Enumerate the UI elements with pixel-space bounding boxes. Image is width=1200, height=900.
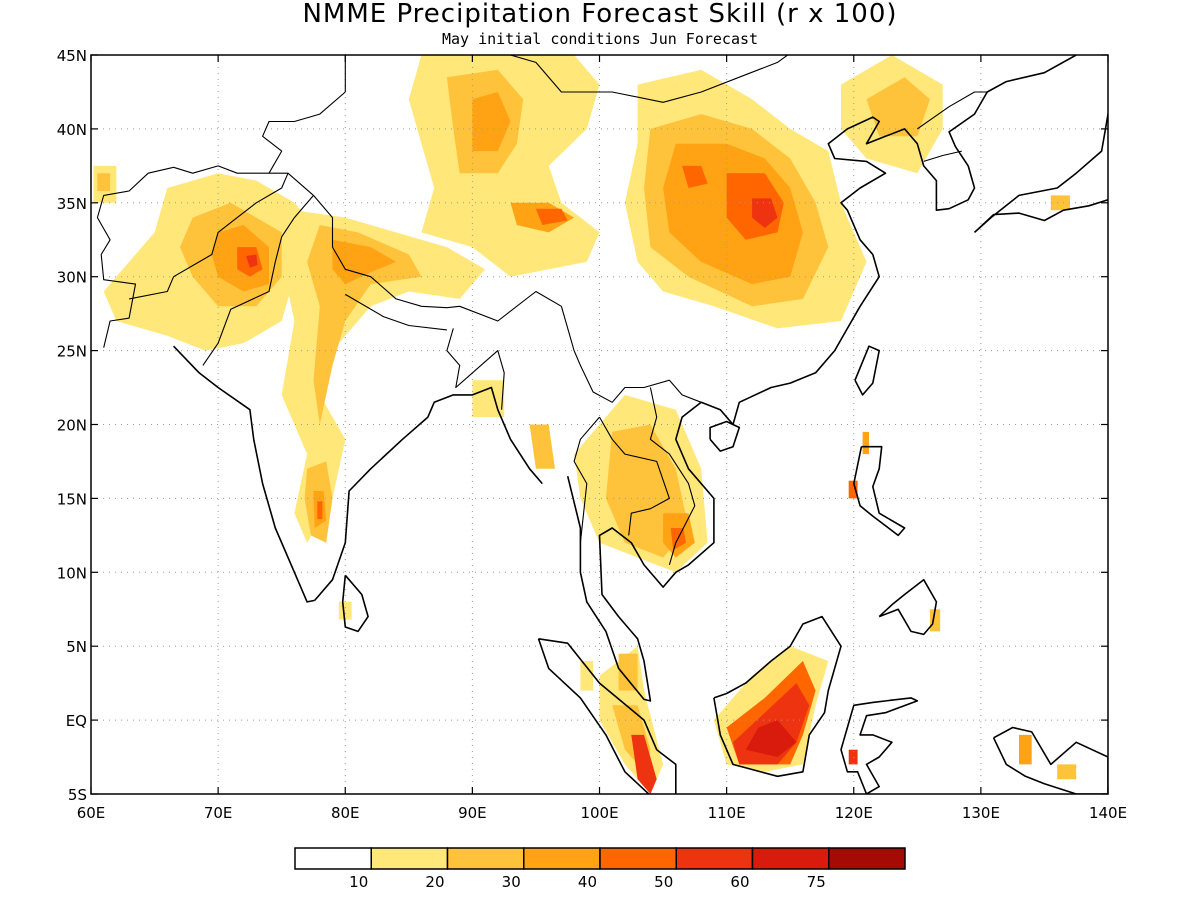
colorbar-swatch: [523, 847, 601, 870]
skill-contour-misc-spots-20-1: [97, 173, 111, 191]
border-myanmar-thailand: [573, 416, 600, 543]
colorbar-label: 75: [807, 873, 826, 891]
skill-contour-misc-spots-30-2: [862, 431, 869, 455]
colorbar-label: 20: [425, 873, 444, 891]
longitude-axis: 60E 70E 80E 90E 100E 110E 120E 130E 140E: [77, 55, 1127, 822]
skill-contour-borneo-sumatra-50-2: [631, 734, 657, 794]
skill-contour-mongolia-north-china-30-2: [472, 92, 511, 152]
colorbar-swatch: [294, 847, 372, 870]
lat-tick-label: 25N: [57, 343, 87, 361]
border-india-pakistan: [202, 172, 315, 366]
lat-tick-label: 5S: [68, 786, 87, 804]
skill-contour-misc-spots-20-6: [1057, 764, 1077, 780]
lat-tick-label: 40N: [57, 121, 87, 139]
coastline-layer: [96, 55, 1108, 794]
map-plot-area: [90, 54, 1109, 795]
figure-title: NMME Precipitation Forecast Skill (r x 1…: [302, 0, 897, 29]
coastline-japan: [973, 113, 1108, 233]
coastline-india-east-coast: [314, 386, 543, 601]
lat-tick-label: 5N: [66, 638, 87, 656]
lon-tick-label: 70E: [204, 804, 233, 822]
skill-contour-misc-spots-20-8: [1050, 195, 1070, 211]
border-mongolia-china: [508, 55, 789, 103]
coastline-southeast-asia-mainland: [566, 55, 1077, 702]
border-pakistan-afghanistan-iran: [96, 165, 289, 348]
coastline-luzon: [852, 445, 906, 537]
lon-tick-label: 60E: [77, 804, 106, 822]
lon-tick-label: 130E: [962, 804, 1000, 822]
border-india-china-himalaya: [313, 195, 562, 322]
skill-contour-north-india-himalaya-30-2: [332, 239, 397, 285]
border-myanmar-china-laos: [560, 306, 702, 403]
skill-contour-misc-spots-40-3: [848, 480, 858, 499]
border-laos-thailand-cambodia: [599, 416, 670, 536]
lat-tick-label: 30N: [57, 269, 87, 287]
figure-subtitle: May initial conditions Jun Forecast: [442, 30, 758, 48]
skill-contour-mongolia-north-china-40-4: [535, 208, 568, 225]
skill-contour-indochina-40-3: [670, 528, 686, 551]
skill-contour-north-india-himalaya-40-5: [317, 501, 323, 520]
lon-tick-label: 80E: [331, 804, 360, 822]
skill-contour-misc-spots-30-5: [1019, 734, 1032, 765]
coastline-sri-lanka: [341, 574, 369, 633]
border-china-pakistan-tajik: [262, 91, 346, 174]
colorbar-label: 50: [654, 873, 673, 891]
colorbar-swatch: [675, 847, 754, 870]
colorbar-swatch: [828, 847, 906, 870]
skill-contour-borneo-sumatra-60-6: [745, 720, 797, 757]
border-nepal-south: [345, 293, 447, 331]
skill-contour-misc-spots-20-4: [930, 609, 941, 632]
colorbar-legend: 10 20 30 40 50 60 75: [294, 847, 906, 891]
colorbar-swatch: [599, 847, 677, 870]
lon-tick-label: 140E: [1089, 804, 1127, 822]
skill-contour-east-china-40-5: [682, 165, 708, 188]
border-china-kazakhstan: [344, 55, 352, 92]
lat-tick-label: 35N: [57, 195, 87, 213]
colorbar-swatch: [751, 847, 830, 870]
colorbar-label: 10: [349, 873, 368, 891]
skill-contour-misc-spots-20-11: [618, 653, 638, 691]
border-china-russia-korea: [916, 91, 988, 130]
lat-tick-label: EQ: [66, 712, 87, 730]
skill-contour-misc-spots-10-10: [580, 661, 594, 691]
skill-contour-east-china-50-4: [752, 198, 778, 228]
lat-tick-label: 45N: [57, 47, 87, 65]
colorbar-label: 30: [502, 873, 521, 891]
lat-tick-label: 10N: [57, 564, 87, 582]
coastline-sulawesi: [840, 697, 919, 794]
skill-contour-indochina-20-4: [529, 424, 555, 469]
lon-tick-label: 100E: [580, 804, 618, 822]
border-bangladesh: [446, 328, 505, 410]
coastline-hainan: [709, 420, 741, 452]
latitude-axis: 45N 40N 35N 30N 25N 20N 15N 10N 5N EQ 5S: [57, 47, 1108, 804]
coastline-taiwan: [854, 345, 881, 396]
colorbar-swatch: [446, 847, 525, 870]
coastline-sumatra: [537, 638, 677, 794]
skill-contour-north-india-himalaya-20-1: [307, 225, 422, 425]
colorbar-swatch: [370, 847, 449, 870]
lon-tick-label: 120E: [835, 804, 873, 822]
colorbar-label: 60: [730, 873, 749, 891]
skill-contour-misc-spots-10-12: [472, 380, 505, 418]
lon-tick-label: 110E: [708, 804, 746, 822]
lat-tick-label: 15N: [57, 490, 87, 508]
border-vietnam-laos: [649, 387, 696, 566]
coastline-borneo: [713, 615, 842, 778]
lon-tick-label: 90E: [458, 804, 487, 822]
colorbar-label: 40: [578, 873, 597, 891]
skill-contour-misc-spots-50-7: [848, 749, 858, 765]
lat-tick-label: 20N: [57, 417, 87, 435]
skill-contour-northeast-asia-20-1: [866, 77, 930, 137]
skill-contour-pakistan-punjab-50-4: [246, 254, 258, 268]
coastline-new-guinea: [992, 726, 1108, 794]
coastline-india-west-coast: [173, 345, 315, 603]
skill-contour-misc-spots-10-9: [338, 601, 352, 620]
coastline-mindanao: [878, 578, 938, 636]
border-korea-dmz: [923, 150, 962, 162]
